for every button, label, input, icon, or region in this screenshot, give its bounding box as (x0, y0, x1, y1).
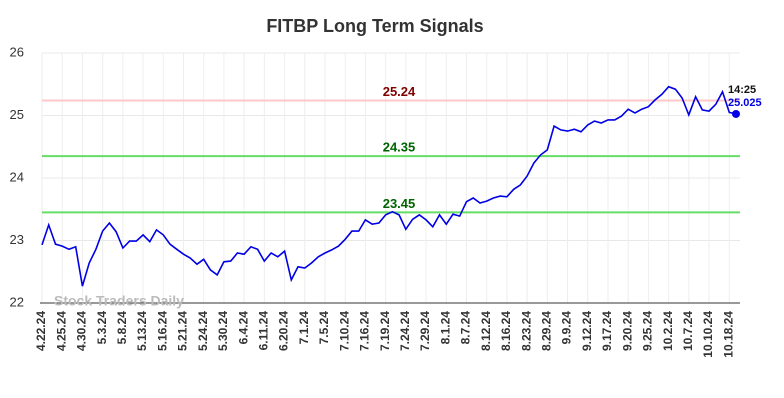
x-tick-label: 9.9.24 (560, 311, 574, 345)
x-tick-label: 8.16.24 (499, 311, 513, 351)
x-tick-label: 8.29.24 (540, 311, 554, 351)
last-value: 25.025 (728, 97, 762, 109)
y-tick-label: 24 (10, 169, 24, 184)
price-line (41, 85, 737, 287)
x-tick-label: 9.12.24 (580, 311, 594, 351)
x-tick-label: 7.24.24 (398, 311, 412, 351)
y-tick-label: 23 (10, 232, 24, 247)
last-time: 14:25 (728, 84, 756, 96)
x-tick-label: 10.18.24 (721, 311, 735, 358)
x-tick-label: 4.25.24 (54, 311, 68, 351)
level-label: 25.24 (383, 84, 416, 99)
chart-title: FITBP Long Term Signals (266, 16, 483, 36)
watermark: Stock Traders Daily (54, 293, 184, 309)
y-tick-label: 22 (10, 294, 24, 309)
x-tick-label: 4.22.24 (34, 311, 48, 351)
x-tick-label: 5.30.24 (216, 311, 230, 351)
x-tick-label: 4.30.24 (75, 311, 89, 351)
x-tick-label: 8.7.24 (459, 311, 473, 345)
x-tick-label: 8.12.24 (479, 311, 493, 351)
x-tick-label: 7.10.24 (337, 311, 351, 351)
x-tick-label: 5.16.24 (155, 311, 169, 351)
x-tick-label: 7.5.24 (317, 311, 331, 345)
x-tick-label: 7.16.24 (358, 311, 372, 351)
x-tick-label: 6.20.24 (277, 311, 291, 351)
y-tick-label: 25 (10, 107, 24, 122)
x-tick-label: 7.1.24 (297, 311, 311, 345)
x-tick-label: 6.4.24 (236, 311, 250, 345)
y-tick-label: 26 (10, 44, 24, 59)
x-tick-label: 5.21.24 (176, 311, 190, 351)
x-tick-label: 10.2.24 (661, 311, 675, 351)
x-tick-label: 9.25.24 (641, 311, 655, 351)
x-tick-label: 9.20.24 (620, 311, 634, 351)
x-tick-label: 10.7.24 (681, 311, 695, 351)
last-point (732, 109, 740, 118)
x-tick-label: 5.24.24 (196, 311, 210, 351)
x-tick-label: 5.8.24 (115, 311, 129, 345)
x-tick-label: 5.3.24 (95, 311, 109, 345)
level-label: 23.45 (383, 196, 416, 211)
level-label: 24.35 (383, 140, 416, 155)
x-tick-label: 10.10.24 (701, 311, 715, 358)
x-tick-label: 9.17.24 (600, 311, 614, 351)
x-tick-label: 8.23.24 (519, 311, 533, 351)
x-tick-label: 5.13.24 (135, 311, 149, 351)
x-tick-label: 7.29.24 (418, 311, 432, 351)
x-tick-label: 8.1.24 (438, 311, 452, 345)
x-tick-label: 6.11.24 (257, 311, 271, 351)
x-tick-label: 7.19.24 (378, 311, 392, 351)
